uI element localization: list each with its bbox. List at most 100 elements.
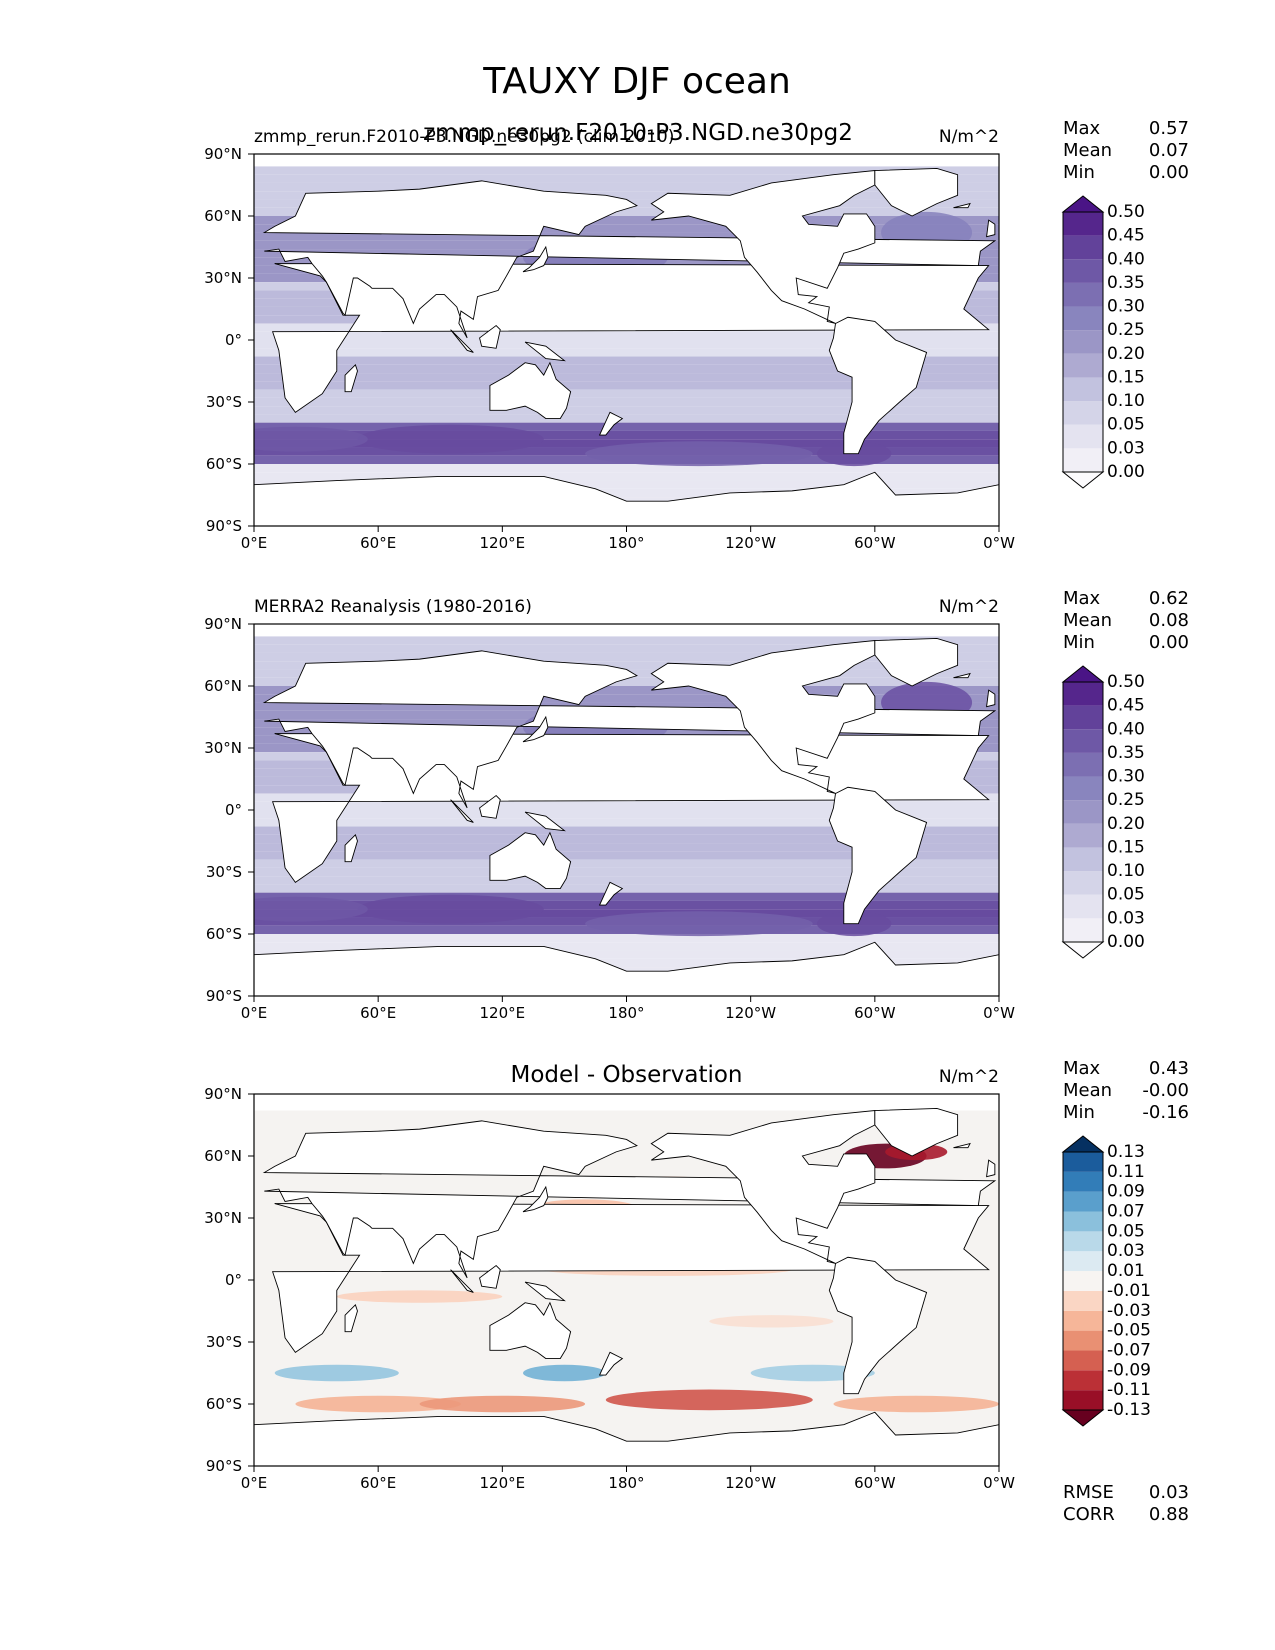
stat-value: 0.08 — [1149, 610, 1189, 631]
panel-subtitle: zmmp_rerun.F2010-P3.NGD.ne30pg2 (clim 20… — [254, 127, 674, 147]
field-band — [254, 909, 999, 918]
field-blob — [295, 1395, 461, 1413]
colorbar-extend-high — [1061, 195, 1105, 213]
y-tick-label: 60°N — [204, 207, 242, 225]
colorbar-swatch — [1063, 1152, 1103, 1172]
x-tick-label: 180° — [608, 534, 644, 552]
coastline-northAmerica — [650, 640, 876, 794]
field-band — [254, 430, 999, 440]
field-blob — [605, 1389, 813, 1411]
x-tick-label: 120°E — [480, 1004, 526, 1022]
y-tick-label: 60°S — [206, 925, 242, 943]
colorbar-label: 0.13 — [1107, 1142, 1145, 1162]
y-tick-label: 0° — [225, 1271, 242, 1289]
coastline-antarctica — [254, 941, 999, 996]
colorbar-swatch — [1063, 729, 1103, 753]
y-tick-label: 60°S — [206, 1395, 242, 1413]
coastline-iceland — [953, 672, 971, 679]
field-band — [254, 876, 999, 885]
field-blob — [274, 1364, 399, 1382]
field-band — [254, 950, 999, 959]
field-band — [254, 801, 999, 810]
field-band — [254, 191, 999, 200]
coastline-newZealand — [598, 881, 624, 906]
metric-label: CORR — [1063, 1504, 1115, 1525]
stat-label: Min — [1063, 632, 1095, 653]
colorbar-swatch — [1063, 330, 1103, 354]
colorbar-label: 0.50 — [1107, 672, 1145, 692]
y-tick-label: 90°N — [204, 615, 242, 633]
stat-label: Max — [1063, 588, 1101, 609]
y-tick-label: 90°S — [206, 1457, 242, 1475]
x-tick-label: 120°W — [725, 1474, 776, 1492]
coastline-northAmerica — [650, 170, 876, 324]
stat-value: -0.16 — [1142, 1102, 1189, 1123]
coastline-newZealand — [598, 411, 624, 436]
colorbar-swatch — [1063, 1211, 1103, 1232]
colorbar-swatch — [1063, 1290, 1103, 1311]
colorbar-swatch — [1063, 682, 1103, 706]
field-band — [254, 174, 999, 183]
y-tick-label: 30°S — [206, 393, 242, 411]
field-band — [254, 331, 999, 340]
colorbar-swatch — [1063, 1350, 1103, 1371]
colorbar-swatch — [1063, 1191, 1103, 1212]
coastline-newGuinea — [524, 341, 566, 362]
coastline-eurasia — [262, 180, 997, 339]
y-tick-label: 30°N — [204, 739, 242, 757]
field-blob — [523, 1364, 606, 1382]
colorbar-label: 0.25 — [1107, 790, 1145, 810]
coastline-northAmerica — [650, 1110, 876, 1264]
x-tick-label: 120°E — [480, 1474, 526, 1492]
coastline-eurasia — [262, 1120, 997, 1279]
metric-value: 0.03 — [1149, 1482, 1189, 1503]
colorbar-swatch — [1063, 871, 1103, 895]
field-band — [254, 464, 999, 473]
x-tick-label: 0°W — [983, 1474, 1015, 1492]
colorbar-label: 0.05 — [1107, 885, 1145, 905]
coastline-newGuinea — [524, 811, 566, 832]
field-band — [254, 480, 999, 489]
colorbar-swatch — [1063, 800, 1103, 824]
field-band — [254, 677, 999, 686]
y-tick-label: 60°N — [204, 677, 242, 695]
colorbar-label: 0.05 — [1107, 415, 1145, 435]
field-band — [254, 182, 999, 192]
y-tick-label: 60°S — [206, 455, 242, 473]
coastline-greenland — [874, 638, 959, 687]
field-blob — [336, 1290, 503, 1303]
colorbar-swatch — [1063, 705, 1103, 730]
colorbar-extend-high — [1061, 665, 1105, 683]
x-tick-label: 0°W — [983, 534, 1015, 552]
y-tick-label: 0° — [225, 331, 242, 349]
coastline-australia — [489, 361, 572, 419]
coastline-southAmerica — [828, 316, 928, 455]
coastline-newZealand — [598, 1351, 624, 1376]
field-band — [254, 859, 999, 868]
coastline-madagascar — [344, 1303, 358, 1333]
colorbar-label: 0.05 — [1107, 1221, 1145, 1241]
field-band — [254, 834, 999, 844]
coastline-sumatra — [450, 329, 474, 353]
coastline-southAmerica — [828, 786, 928, 925]
field-band — [254, 694, 999, 703]
x-tick-label: 0°E — [241, 1474, 268, 1492]
field-band — [254, 942, 999, 951]
stat-value: 0.43 — [1149, 1058, 1189, 1079]
field-band — [254, 356, 999, 365]
field-band — [254, 422, 999, 431]
field-blob — [419, 1395, 586, 1413]
colorbar-label: -0.09 — [1107, 1360, 1151, 1380]
y-tick-label: 90°N — [204, 1085, 242, 1103]
colorbar-label: 0.07 — [1107, 1202, 1145, 1222]
colorbar-swatch — [1063, 1370, 1103, 1391]
contour-field — [254, 1094, 999, 1466]
x-tick-label: 0°E — [241, 1004, 268, 1022]
colorbar-label: 0.20 — [1107, 344, 1145, 364]
colorbar-label: 0.00 — [1107, 932, 1145, 952]
metric-value: 0.88 — [1149, 1504, 1189, 1525]
colorbar-extend-low — [1061, 1409, 1105, 1427]
stat-label: Max — [1063, 118, 1101, 139]
x-tick-label: 180° — [608, 1474, 644, 1492]
